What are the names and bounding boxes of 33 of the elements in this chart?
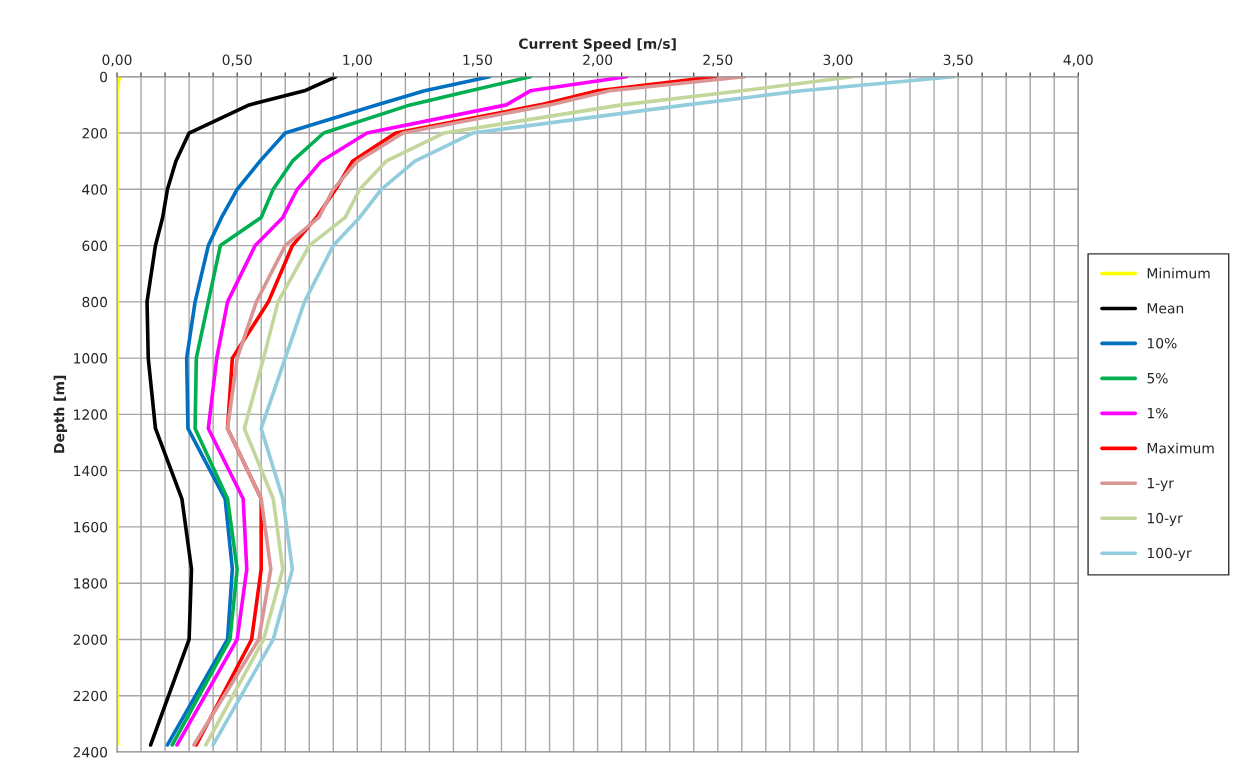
x-tick-label: 1,50 (463, 54, 493, 67)
legend-label: 100-yr (1147, 547, 1192, 561)
legend-label: 10% (1147, 337, 1177, 349)
y-tick-label: 400 (82, 184, 108, 195)
legend-label: Mean (1147, 303, 1184, 314)
y-tick-label: 1600 (74, 521, 108, 533)
y-tick-label: 1800 (74, 578, 108, 589)
x-tick-label: 0,00 (102, 54, 132, 67)
legend-label: Minimum (1147, 267, 1210, 279)
y-axis-title: Depth [m] (53, 375, 68, 453)
legend-label: 5% (1147, 372, 1168, 384)
y-tick-label: 2000 (73, 634, 108, 645)
legend-label: Maximum (1147, 442, 1214, 454)
x-tick-label: 2,50 (703, 54, 733, 67)
x-axis-title: Current Speed [m/s] (519, 38, 676, 52)
y-tick-label: 600 (82, 240, 108, 252)
legend-label: 1-yr (1147, 478, 1174, 492)
y-tick-label: 1400 (74, 465, 108, 477)
legend-label: 1% (1147, 407, 1168, 419)
legend-label: 10-yr (1147, 512, 1183, 527)
y-tick-label: 1000 (74, 353, 108, 364)
y-tick-label: 2200 (73, 690, 108, 702)
x-tick-label: 0,50 (222, 54, 252, 67)
y-tick-label: 1200 (74, 409, 108, 420)
x-tick-label: 3,00 (823, 54, 853, 67)
y-tick-label: 800 (82, 296, 108, 308)
x-tick-label: 1,00 (343, 54, 372, 67)
y-tick-label: 0 (100, 71, 108, 83)
y-tick-label: 2400 (73, 746, 108, 758)
x-tick-label: 2,00 (583, 54, 613, 67)
y-tick-label: 200 (82, 128, 108, 139)
x-tick-label: 4,00 (1063, 54, 1093, 67)
x-tick-label: 3,50 (943, 54, 973, 67)
